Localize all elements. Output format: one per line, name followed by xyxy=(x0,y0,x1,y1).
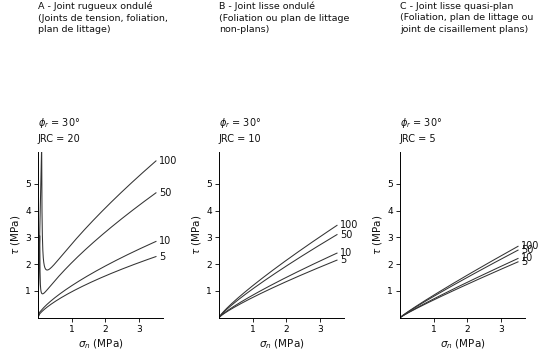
Text: 100: 100 xyxy=(340,220,358,230)
Y-axis label: $\tau$ (MPa): $\tau$ (MPa) xyxy=(372,214,385,255)
Text: 5: 5 xyxy=(340,255,346,265)
Text: 5: 5 xyxy=(521,257,527,267)
Text: $\phi_r$ = 30°
JRC = 20: $\phi_r$ = 30° JRC = 20 xyxy=(38,116,81,144)
Y-axis label: $\tau$ (MPa): $\tau$ (MPa) xyxy=(190,214,203,255)
Text: 5: 5 xyxy=(159,252,165,262)
Text: 100: 100 xyxy=(521,241,539,251)
Text: B - Joint lisse ondulé
(Foliation ou plan de littage
non-plans): B - Joint lisse ondulé (Foliation ou pla… xyxy=(219,2,349,34)
Text: 50: 50 xyxy=(159,188,171,198)
Text: 10: 10 xyxy=(340,248,352,258)
Text: 50: 50 xyxy=(340,230,352,240)
Text: $\phi_r$ = 30°
JRC = 5: $\phi_r$ = 30° JRC = 5 xyxy=(400,116,442,144)
Text: A - Joint rugueux ondulé
(Joints de tension, foliation,
plan de littage): A - Joint rugueux ondulé (Joints de tens… xyxy=(38,2,168,34)
Y-axis label: $\tau$ (MPa): $\tau$ (MPa) xyxy=(9,214,22,255)
X-axis label: $\sigma_n$ (MPa): $\sigma_n$ (MPa) xyxy=(77,338,123,351)
X-axis label: $\sigma_n$ (MPa): $\sigma_n$ (MPa) xyxy=(440,338,485,351)
Text: 50: 50 xyxy=(521,245,533,255)
Text: 10: 10 xyxy=(521,253,533,264)
Text: 10: 10 xyxy=(159,236,171,247)
X-axis label: $\sigma_n$ (MPa): $\sigma_n$ (MPa) xyxy=(259,338,304,351)
Text: 100: 100 xyxy=(159,156,177,166)
Text: $\phi_r$ = 30°
JRC = 10: $\phi_r$ = 30° JRC = 10 xyxy=(219,116,261,144)
Text: C - Joint lisse quasi-plan
(Foliation, plan de littage ou
joint de cisaillement : C - Joint lisse quasi-plan (Foliation, p… xyxy=(400,2,533,34)
